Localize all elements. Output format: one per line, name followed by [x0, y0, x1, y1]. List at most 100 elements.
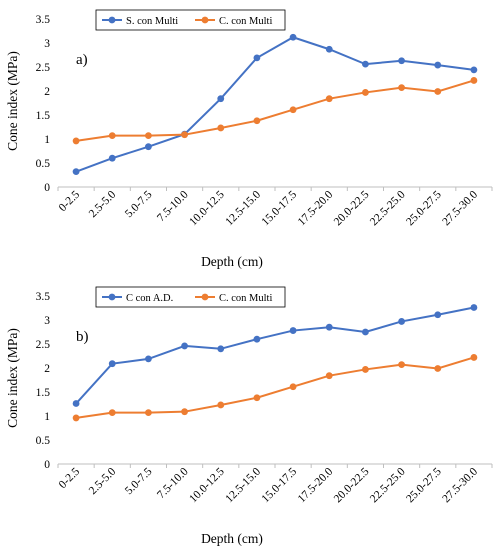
x-tick-label: 15.0-17.5 [260, 188, 300, 228]
x-tick-label: 5.0-7.5 [123, 465, 155, 497]
x-tick-label: 22.5-25.0 [368, 188, 408, 228]
data-point [108, 132, 116, 140]
x-tick-label: 17.5-20.0 [296, 188, 336, 228]
legend-label: C. con Multi [219, 293, 272, 304]
data-point [108, 154, 116, 162]
data-point [325, 323, 333, 331]
series-line-2 [75, 79, 475, 142]
y-tick-label: 2.5 [36, 339, 51, 351]
series-line-1 [75, 36, 475, 173]
x-tick-label: 20.0-22.5 [332, 465, 372, 505]
x-tick-label: 2.5-5.0 [87, 465, 119, 497]
legend-label: S. con Multi [126, 16, 178, 27]
y-axis-title: Cone index (MPa) [5, 328, 20, 428]
data-point [325, 372, 333, 380]
y-tick-label: 3 [44, 315, 50, 327]
x-tick-label: 0-2.5 [57, 465, 83, 491]
data-point [253, 335, 261, 343]
y-tick-label: 1 [44, 411, 50, 423]
x-tick-label: 12.5-15.0 [223, 188, 263, 228]
x-tick-label: 12.5-15.0 [223, 465, 263, 505]
data-point [181, 131, 188, 139]
data-point [434, 61, 442, 69]
data-point [470, 66, 478, 74]
data-point [181, 342, 188, 350]
x-tick-label: 2.5-5.0 [87, 188, 119, 220]
x-tick-label: 25.0-27.5 [404, 188, 444, 228]
data-point [72, 414, 80, 422]
y-tick-label: 3 [44, 38, 50, 50]
y-tick-label: 3.5 [36, 291, 51, 303]
y-tick-label: 1 [44, 134, 50, 146]
data-point [72, 400, 80, 407]
x-tick-label: 7.5-10.0 [155, 465, 191, 501]
data-point [398, 361, 405, 369]
x-tick-label: 10.0-12.5 [187, 188, 227, 228]
y-tick-label: 2 [44, 363, 50, 375]
x-tick-label: 27.5-30.0 [440, 188, 480, 228]
data-point [253, 394, 261, 402]
data-point [470, 304, 478, 311]
legend: C con A.D. C. con Multi [95, 286, 286, 308]
y-tick-label: 2 [44, 86, 50, 98]
data-point [145, 132, 152, 140]
data-point [253, 117, 261, 125]
data-point [217, 124, 225, 132]
data-point [217, 345, 225, 353]
chart-b: 0 0.5 1 1.5 2 2.5 3 3.5 0-2.5 2.5-5.0 5.0-7.5 7.5-1… [5, 286, 493, 546]
x-axis-title: Depth (cm) [201, 254, 263, 269]
data-point [362, 328, 369, 336]
x-tick-label: 17.5-20.0 [296, 465, 336, 505]
data-point [470, 354, 478, 361]
panel-label: a) [76, 52, 88, 68]
data-point [325, 45, 333, 53]
legend-box [95, 286, 286, 308]
data-point [72, 137, 80, 145]
x-tick-label: 10.0-12.5 [187, 465, 227, 505]
y-tick-label: 1.5 [36, 110, 51, 122]
legend-swatch-marker [108, 16, 116, 24]
y-tick-label: 1.5 [36, 387, 51, 399]
legend-label: C. con Multi [219, 16, 272, 27]
legend-label: C con A.D. [126, 293, 173, 304]
y-axis-title: Cone index (MPa) [5, 51, 20, 151]
legend-swatch-marker [108, 293, 116, 301]
x-axis-title: Depth (cm) [201, 531, 263, 546]
legend-swatch-marker [201, 16, 209, 24]
data-point [398, 57, 405, 65]
legend: S. con Multi C. con Multi [95, 9, 286, 31]
data-point [145, 355, 152, 363]
legend-box [95, 9, 286, 31]
data-point [362, 89, 369, 96]
data-point [362, 60, 369, 68]
data-point [289, 327, 297, 334]
data-point [289, 106, 297, 114]
y-tick-label: 2.5 [36, 62, 51, 74]
data-point [145, 409, 152, 417]
y-tick-label: 3.5 [36, 14, 51, 26]
x-tick-label: 20.0-22.5 [332, 188, 372, 228]
chart-a: 0 0.5 1 1.5 2 2.5 3 3.5 0-2.5 2.5-5.0 5.0-7.5 7.5-1… [5, 9, 493, 269]
data-point [217, 401, 225, 409]
data-point [145, 143, 152, 151]
data-point [289, 383, 297, 391]
data-point [470, 77, 478, 84]
data-point [217, 95, 225, 103]
data-point [398, 318, 405, 325]
data-point [289, 33, 297, 41]
y-tick-label: 0 [44, 182, 50, 194]
x-tick-label: 22.5-25.0 [368, 465, 408, 505]
data-point [325, 95, 333, 103]
x-tick-label: 5.0-7.5 [123, 188, 155, 220]
data-point [253, 54, 261, 62]
data-point [362, 366, 369, 373]
x-tick-label: 25.0-27.5 [404, 465, 444, 505]
x-tick-label: 7.5-10.0 [155, 188, 191, 224]
data-point [398, 84, 405, 92]
data-point [181, 408, 188, 416]
y-tick-label: 0.5 [36, 158, 51, 170]
y-tick-label: 0.5 [36, 435, 51, 447]
panel-label: b) [76, 329, 89, 345]
series-line-1 [75, 306, 475, 405]
